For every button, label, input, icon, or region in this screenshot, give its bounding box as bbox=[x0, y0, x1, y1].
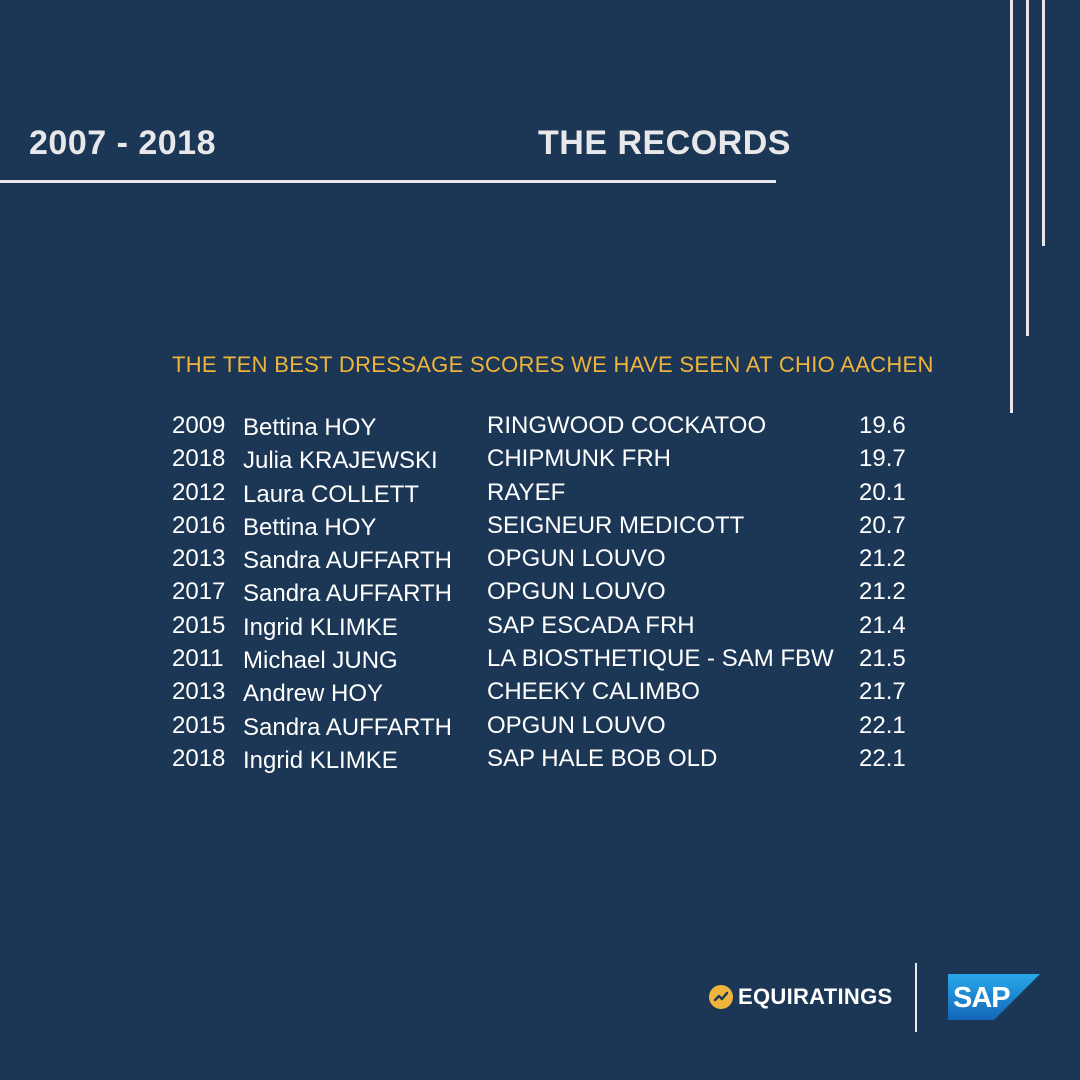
year-cell: 2016 bbox=[172, 511, 226, 539]
year-cell: 2018 bbox=[172, 744, 226, 772]
score-cell: 20.1 bbox=[859, 478, 906, 506]
score-cell: 21.2 bbox=[859, 578, 906, 606]
rider-cell: Michael JUNG bbox=[243, 647, 398, 675]
trend-line-icon bbox=[709, 985, 733, 1009]
table-row: 2016 Bettina HOY SEIGNEUR MEDICOTT 20.7 bbox=[172, 510, 932, 543]
horse-cell: OPGUN LOUVO bbox=[487, 578, 666, 606]
year-cell: 2017 bbox=[172, 578, 226, 606]
score-cell: 19.7 bbox=[859, 445, 906, 473]
sap-logo: SAP bbox=[948, 974, 1040, 1020]
year-cell: 2009 bbox=[172, 412, 226, 439]
table-row: 2011 Michael JUNG LA BIOSTHETIQUE - SAM FB… bbox=[172, 643, 932, 676]
table-row: 2013 Sandra AUFFARTH OPGUN LOUVO 21.2 bbox=[172, 543, 932, 576]
table-row: 2015 Ingrid KLIMKE SAP ESCADA FRH 21.4 bbox=[172, 610, 932, 643]
score-cell: 20.7 bbox=[859, 511, 906, 539]
score-cell: 21.7 bbox=[859, 678, 906, 706]
table-row: 2012 Laura COLLETT RAYEF 20.1 bbox=[172, 477, 932, 510]
year-cell: 2012 bbox=[172, 478, 226, 506]
records-subtitle: THE TEN BEST DRESSAGE SCORES WE HAVE SEE… bbox=[172, 352, 934, 377]
horse-cell: RAYEF bbox=[487, 478, 566, 506]
equiratings-name: EQUIRATINGS bbox=[738, 984, 893, 1009]
rider-cell: Bettina HOY bbox=[243, 513, 377, 541]
horse-cell: RINGWOOD COCKATOO bbox=[487, 412, 767, 439]
rider-cell: Sandra AUFFARTH bbox=[243, 713, 452, 741]
year-cell: 2011 bbox=[172, 645, 224, 673]
decorative-line bbox=[1042, 0, 1045, 246]
rider-cell: Sandra AUFFARTH bbox=[243, 547, 452, 575]
score-cell: 19.6 bbox=[859, 412, 906, 439]
score-cell: 21.4 bbox=[859, 611, 906, 639]
score-cell: 22.1 bbox=[859, 711, 906, 739]
page-title: THE RECORDS bbox=[538, 124, 791, 162]
table-row: 2017 Sandra AUFFARTH OPGUN LOUVO 21.2 bbox=[172, 576, 932, 609]
horse-cell: OPGUN LOUVO bbox=[487, 711, 666, 739]
year-cell: 2018 bbox=[172, 445, 226, 473]
years-range: 2007 - 2018 bbox=[29, 124, 216, 162]
sap-logo-text: SAP bbox=[953, 982, 1010, 1014]
horse-cell: CHEEKY CALIMBO bbox=[487, 678, 700, 706]
rider-cell: Laura COLLETT bbox=[243, 480, 420, 508]
table-row: 2013 Andrew HOY CHEEKY CALIMBO 21.7 bbox=[172, 676, 932, 709]
horse-cell: LA BIOSTHETIQUE - SAM FBW bbox=[487, 645, 834, 673]
footer-divider bbox=[915, 963, 917, 1032]
table-row: 2018 Julia KRAJEWSKI CHIPMUNK FRH 19.7 bbox=[172, 443, 932, 476]
year-cell: 2015 bbox=[172, 611, 226, 639]
score-cell: 21.5 bbox=[859, 645, 906, 673]
table-row: 2018 Ingrid KLIMKE SAP HALE BOB OLD 22.1 bbox=[172, 743, 932, 776]
rider-cell: Ingrid KLIMKE bbox=[243, 746, 398, 774]
rider-cell: Sandra AUFFARTH bbox=[243, 580, 452, 608]
rider-cell: Bettina HOY bbox=[243, 414, 377, 441]
rider-cell: Ingrid KLIMKE bbox=[243, 613, 398, 641]
horse-cell: CHIPMUNK FRH bbox=[487, 445, 671, 473]
score-cell: 21.2 bbox=[859, 545, 906, 573]
table-row: 2009 Bettina HOY RINGWOOD COCKATOO 19.6 bbox=[172, 410, 932, 443]
horse-cell: OPGUN LOUVO bbox=[487, 545, 666, 573]
horse-cell: SAP ESCADA FRH bbox=[487, 611, 695, 639]
year-cell: 2013 bbox=[172, 678, 226, 706]
equiratings-logo: EQUIRATINGS bbox=[709, 984, 892, 1010]
decorative-line bbox=[1010, 0, 1013, 413]
rider-cell: Julia KRAJEWSKI bbox=[243, 447, 438, 475]
year-cell: 2013 bbox=[172, 545, 226, 573]
header-divider bbox=[0, 180, 776, 183]
rider-cell: Andrew HOY bbox=[243, 680, 384, 708]
horse-cell: SEIGNEUR MEDICOTT bbox=[487, 511, 745, 539]
decorative-line bbox=[1026, 0, 1029, 336]
score-cell: 22.1 bbox=[859, 744, 906, 772]
horse-cell: SAP HALE BOB OLD bbox=[487, 744, 718, 772]
year-cell: 2015 bbox=[172, 711, 226, 739]
records-table: 2009 Bettina HOY RINGWOOD COCKATOO 19.6 2018… bbox=[172, 410, 932, 776]
table-row: 2015 Sandra AUFFARTH OPGUN LOUVO 22.1 bbox=[172, 710, 932, 743]
